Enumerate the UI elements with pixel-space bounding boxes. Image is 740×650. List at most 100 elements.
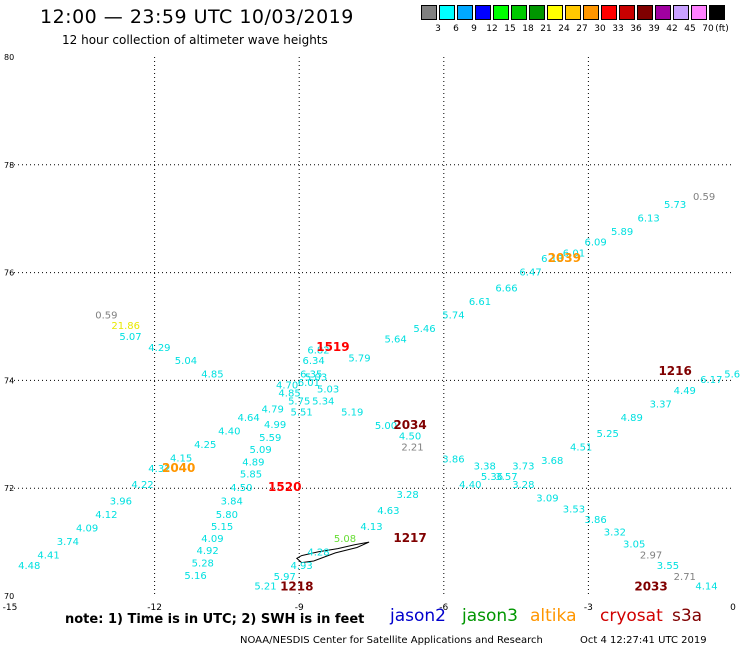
wave-height-label: 4.50 — [399, 432, 421, 443]
wave-height-label: 6.47 — [519, 267, 541, 278]
colorbar-swatch — [529, 5, 545, 20]
colorbar-label: 36 — [630, 24, 642, 34]
wave-height-label: 5.46 — [413, 324, 435, 335]
wave-height-label: 4.51 — [570, 442, 592, 453]
wave-height-label: 3.86 — [584, 515, 606, 526]
wave-height-label: 4.85 — [201, 370, 223, 381]
colorbar-swatch — [475, 5, 491, 20]
wave-height-label: 5.64 — [384, 335, 406, 346]
wave-height-label: 0.59 — [693, 192, 715, 203]
wave-height-label: 4.32 — [148, 464, 170, 475]
wave-height-label: 6.01 — [563, 248, 585, 259]
colorbar-swatch — [655, 5, 671, 20]
wave-height-label: 3.86 — [442, 454, 464, 465]
colorbar-label: 45 — [684, 24, 696, 34]
satellite-legend-altika: altika — [530, 606, 577, 626]
wave-height-label: 4.29 — [148, 343, 170, 354]
wave-height-label: 5.97 — [274, 572, 296, 583]
colorbar-label: 12 — [486, 24, 498, 34]
wave-height-label: 0.59 — [95, 310, 117, 321]
pass-time-label: 1216 — [658, 364, 691, 378]
x-tick-label: -15 — [3, 603, 18, 613]
wave-height-label: 5.73 — [664, 200, 686, 211]
wave-height-label: 4.09 — [76, 523, 98, 534]
wave-height-label: 3.68 — [541, 456, 563, 467]
wave-height-label: 5.59 — [259, 433, 281, 444]
wave-height-label: 6.34 — [303, 356, 325, 367]
wave-height-label: 3.74 — [57, 537, 79, 548]
wave-height-label: 4.14 — [695, 582, 717, 593]
wave-height-label: 6.17 — [700, 375, 722, 386]
wave-height-label: 6.13 — [541, 254, 563, 265]
colorbar-swatch — [691, 5, 707, 20]
pass-time-label: 2040 — [162, 461, 195, 475]
wave-height-label: 6.13 — [638, 213, 660, 224]
pass-time-label: 2033 — [634, 580, 667, 594]
colorbar-label: 33 — [612, 24, 624, 34]
wave-height-label: 4.50 — [230, 483, 252, 494]
pass-time-label: 2034 — [393, 418, 426, 432]
wave-height-label: 2.21 — [401, 442, 423, 453]
colorbar-label: 30 — [594, 24, 606, 34]
pass-time-label: 1218 — [280, 580, 313, 594]
colorbar-label: 39 — [648, 24, 660, 34]
satellite-legend-s3a: s3a — [672, 606, 703, 626]
x-tick-label: -9 — [295, 603, 304, 613]
wave-height-label: 6.01 — [298, 378, 320, 389]
page-subtitle: 12 hour collection of altimeter wave hei… — [62, 33, 328, 47]
wave-height-label: 3.73 — [512, 461, 534, 472]
wave-height-label: 5.89 — [611, 227, 633, 238]
wave-height-label: 6.61 — [469, 297, 491, 308]
pass-time-label: 1520 — [268, 480, 301, 494]
colorbar-label: 18 — [522, 24, 534, 34]
footer-note: note: 1) Time is in UTC; 2) SWH is in fe… — [65, 612, 365, 627]
colorbar-label: 9 — [471, 24, 477, 34]
wave-height-label: 5.19 — [341, 407, 363, 418]
wave-height-label: 4.99 — [264, 420, 286, 431]
wave-height-label: 3.32 — [604, 528, 626, 539]
wave-height-label: 5.36 — [481, 472, 503, 483]
colorbar-label: 70 — [702, 24, 714, 34]
wave-height-label: 5.04 — [175, 356, 197, 367]
colorbar-swatch — [421, 5, 437, 20]
x-tick-label: -3 — [584, 603, 593, 613]
colorbar-label: 27 — [576, 24, 588, 34]
colorbar-label: 24 — [558, 24, 570, 34]
colorbar-swatch — [565, 5, 581, 20]
pass-time-label: 2039 — [548, 251, 581, 265]
wave-height-label: 6.35 — [300, 370, 322, 381]
colorbar-swatch — [583, 5, 599, 20]
wave-height-label: 6.82 — [307, 345, 329, 356]
wave-height-label: 6.09 — [584, 238, 606, 249]
wave-height-label: 4.48 — [18, 561, 40, 572]
wave-height-label: 4.40 — [459, 480, 481, 491]
wave-height-label: 4.70 — [276, 380, 298, 391]
wave-height-label: 5.51 — [290, 407, 312, 418]
wave-height-label: 4.79 — [262, 405, 284, 416]
wave-height-label: 4.12 — [95, 510, 117, 521]
wave-height-label: 3.38 — [474, 461, 496, 472]
wave-height-label: 3.96 — [110, 496, 132, 507]
x-tick-label: -6 — [439, 603, 448, 613]
wave-height-label: 5.75 — [288, 397, 310, 408]
colorbar-unit: (ft) — [715, 24, 729, 34]
wave-height-label: 5.03 — [305, 372, 327, 383]
colorbar-swatch — [709, 5, 725, 20]
wave-height-label: 3.09 — [536, 494, 558, 505]
wave-height-label: 5.85 — [240, 469, 262, 480]
colorbar-swatch — [619, 5, 635, 20]
page-title: 12:00 — 23:59 UTC 10/03/2019 — [40, 6, 354, 28]
wave-height-label: 5.79 — [348, 354, 370, 365]
wave-height-label: 5.08 — [334, 534, 356, 545]
wave-height-label: 6.66 — [495, 283, 517, 294]
wave-height-label: 4.89 — [621, 413, 643, 424]
wave-height-label: 5.21 — [254, 582, 276, 593]
wave-height-label: 21.86 — [111, 321, 140, 332]
wave-height-label: 5.28 — [192, 558, 214, 569]
wave-height-label: 5.03 — [317, 384, 339, 395]
wave-height-label: 4.28 — [307, 548, 329, 559]
wave-height-label: 5.07 — [119, 332, 141, 343]
wave-height-label: 4.92 — [196, 546, 218, 557]
y-tick-label: 74 — [4, 376, 14, 385]
